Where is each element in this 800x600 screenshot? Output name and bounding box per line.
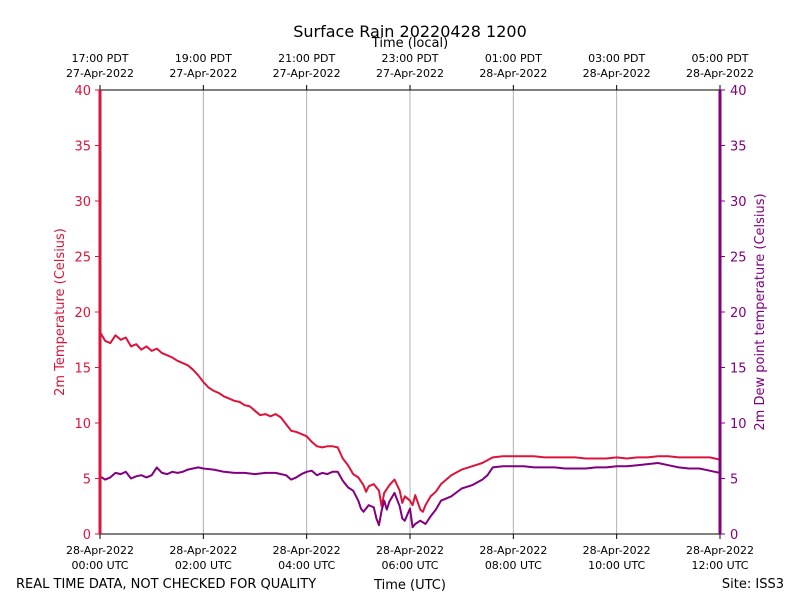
x-top-tick-time: 01:00 PDT xyxy=(485,52,542,65)
x-axis-label: Time (UTC) xyxy=(373,578,446,593)
y-axis-left-label: 2m Temperature (Celsius) xyxy=(53,228,68,396)
x-bottom-tick-date: 28-Apr-2022 xyxy=(169,544,237,557)
y-right-tick-label: 0 xyxy=(730,528,738,543)
y-left-tick-label: 15 xyxy=(74,362,91,377)
axes-layer: 0 0 5 5 10 10 15 15 20 20 25 25 30 30 35 35 40 40 28-Apr-2… xyxy=(66,52,754,572)
x-top-tick-time: 23:00 PDT xyxy=(381,52,438,65)
x-bottom-tick-time: 02:00 UTC xyxy=(175,559,232,572)
temperature-series-line xyxy=(99,331,721,513)
x-bottom-tick-date: 28-Apr-2022 xyxy=(376,544,444,557)
footer-site-label: Site: ISS3 xyxy=(722,577,784,592)
x-top-tick-time: 17:00 PDT xyxy=(71,52,128,65)
x-top-tick-time: 03:00 PDT xyxy=(588,52,645,65)
y-left-tick-label: 5 xyxy=(83,473,91,488)
x-bottom-tick-time: 06:00 UTC xyxy=(381,559,438,572)
series-layer xyxy=(99,331,721,529)
footer-quality-note: REAL TIME DATA, NOT CHECKED FOR QUALITY xyxy=(16,577,316,592)
y-left-tick-label: 35 xyxy=(74,140,91,155)
dewpoint-series-line xyxy=(99,462,721,529)
y-left-tick-label: 25 xyxy=(74,251,91,266)
grid-lines xyxy=(202,90,618,534)
y-right-tick-label: 15 xyxy=(730,362,747,377)
x-bottom-tick-time: 12:00 UTC xyxy=(691,559,748,572)
x-top-tick-date: 28-Apr-2022 xyxy=(686,67,754,80)
y-right-tick-label: 30 xyxy=(730,195,747,210)
y-right-tick-label: 20 xyxy=(730,306,747,321)
x-top-tick-date: 28-Apr-2022 xyxy=(479,67,547,80)
x-bottom-tick-date: 28-Apr-2022 xyxy=(273,544,341,557)
x-bottom-tick-time: 00:00 UTC xyxy=(71,559,128,572)
x-bottom-tick-time: 04:00 UTC xyxy=(278,559,335,572)
y-right-tick-label: 35 xyxy=(730,140,747,155)
x-bottom-tick-time: 08:00 UTC xyxy=(485,559,542,572)
y-right-tick-label: 5 xyxy=(730,473,738,488)
top-axis-label: Time (local) xyxy=(371,36,448,51)
x-bottom-tick-date: 28-Apr-2022 xyxy=(686,544,754,557)
x-bottom-tick-date: 28-Apr-2022 xyxy=(583,544,651,557)
x-top-tick-time: 05:00 PDT xyxy=(691,52,748,65)
x-top-tick-date: 27-Apr-2022 xyxy=(169,67,237,80)
y-left-tick-label: 10 xyxy=(74,417,91,432)
y-right-tick-label: 25 xyxy=(730,251,747,266)
x-bottom-tick-time: 10:00 UTC xyxy=(588,559,645,572)
x-top-tick-time: 19:00 PDT xyxy=(175,52,232,65)
x-top-tick-date: 28-Apr-2022 xyxy=(583,67,651,80)
y-left-tick-label: 0 xyxy=(83,528,91,543)
x-top-tick-time: 21:00 PDT xyxy=(278,52,335,65)
y-axis-right-label: 2m Dew point temperature (Celsius) xyxy=(753,193,768,430)
y-right-tick-label: 40 xyxy=(730,84,747,99)
y-right-tick-label: 10 xyxy=(730,417,747,432)
x-bottom-tick-date: 28-Apr-2022 xyxy=(479,544,547,557)
x-top-tick-date: 27-Apr-2022 xyxy=(376,67,444,80)
y-left-tick-label: 20 xyxy=(74,306,91,321)
y-left-tick-label: 40 xyxy=(74,84,91,99)
x-top-tick-date: 27-Apr-2022 xyxy=(273,67,341,80)
y-left-tick-label: 30 xyxy=(74,195,91,210)
x-top-tick-date: 27-Apr-2022 xyxy=(66,67,134,80)
chart-title: Surface Rain 20220428 1200 xyxy=(293,22,527,41)
x-bottom-tick-date: 28-Apr-2022 xyxy=(66,544,134,557)
